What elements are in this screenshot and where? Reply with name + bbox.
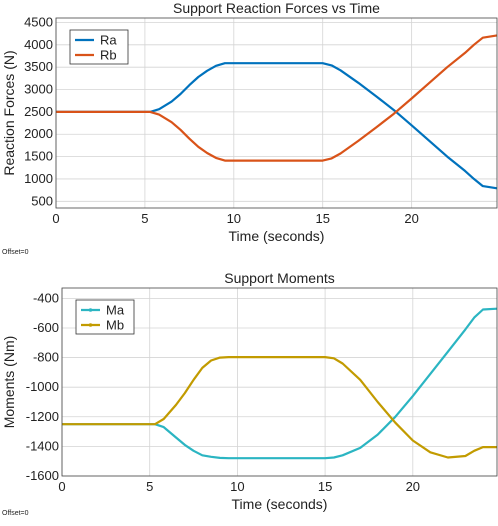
y-tick-label: 4000 <box>24 37 53 52</box>
x-tick-label: 5 <box>146 479 153 494</box>
y-tick-label: 4500 <box>24 14 53 29</box>
plot-frame <box>61 287 498 477</box>
offset-label: Offset=0 <box>2 510 29 517</box>
legend-label: Ma <box>106 303 125 318</box>
y-tick-label: -1200 <box>26 409 59 424</box>
legend-label: Rb <box>100 48 117 63</box>
legend-label: Ra <box>100 33 117 48</box>
series-group <box>56 34 498 190</box>
series-line-rb <box>56 34 498 162</box>
x-tick-label: 0 <box>58 479 65 494</box>
legend-box <box>69 29 129 65</box>
support-moments-chart: 0 5 10 15 20 -400 -600 -800 -1000 -1200 -1400 -1600… <box>1 270 498 512</box>
chart-title: Support Reaction Forces vs Time <box>173 0 380 16</box>
chart-title: Support Moments <box>224 270 335 286</box>
x-tick-label: 10 <box>227 211 241 226</box>
tick-labels: 0 5 10 15 20 500 1000 1500 2000 2500 3000 3500 4000 4… <box>24 14 419 226</box>
x-tick-label: 0 <box>52 211 59 226</box>
x-axis-label: Time (seconds) <box>229 228 325 244</box>
y-tick-label: -1400 <box>26 438 59 453</box>
y-tick-label: 2000 <box>24 126 53 141</box>
y-tick-label: -800 <box>33 350 59 365</box>
x-tick-label: 15 <box>315 211 329 226</box>
y-tick-label: -1000 <box>26 379 59 394</box>
legend-label: Mb <box>106 318 124 333</box>
y-tick-label: 2500 <box>24 104 53 119</box>
x-tick-label: 10 <box>230 479 244 494</box>
y-tick-label: -600 <box>33 320 59 335</box>
legend-marker <box>88 323 93 327</box>
plot-frame <box>55 17 498 209</box>
x-tick-label: 20 <box>404 211 418 226</box>
y-axis-label: Reaction Forces (N) <box>1 50 17 175</box>
x-tick-label: 5 <box>141 211 148 226</box>
series-group <box>62 307 498 460</box>
y-tick-label: 1000 <box>24 171 53 186</box>
grid <box>55 18 497 208</box>
x-tick-label: 15 <box>318 479 332 494</box>
y-tick-label: -400 <box>33 290 59 305</box>
offset-label: Offset=0 <box>2 249 29 256</box>
x-tick-label: 20 <box>406 479 420 494</box>
tick-labels: 0 5 10 15 20 -400 -600 -800 -1000 -1200 -1400 -1600 <box>26 290 420 494</box>
series-line-ma <box>62 307 498 460</box>
y-axis-label: Moments (Nm) <box>1 336 17 429</box>
series-line-ra <box>56 62 498 190</box>
y-tick-label: 1500 <box>24 149 53 164</box>
y-tick-label: 500 <box>31 193 53 208</box>
legend-box <box>75 299 135 335</box>
y-tick-label: 3500 <box>24 59 53 74</box>
reaction-forces-chart: 0 5 10 15 20 500 1000 1500 2000 2500 3000 3500 4000 4… <box>1 0 498 244</box>
y-tick-label: -1600 <box>26 468 59 483</box>
y-tick-label: 3000 <box>24 82 53 97</box>
x-axis-label: Time (seconds) <box>232 496 328 512</box>
series-line-mb <box>62 356 497 459</box>
legend-marker <box>88 308 93 312</box>
